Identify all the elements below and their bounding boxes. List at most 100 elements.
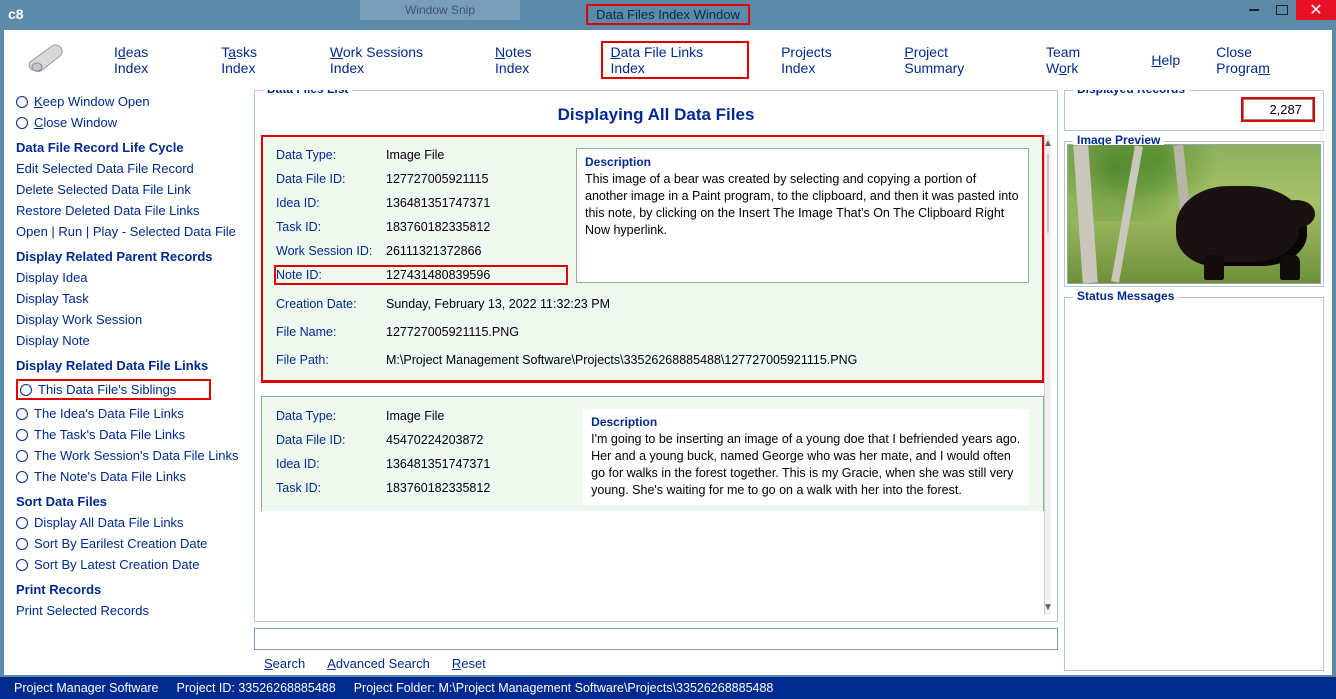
- field-value: M:\Project Management Software\Projects\…: [386, 353, 1029, 367]
- field-label: Note ID:: [276, 268, 386, 282]
- displayed-records-group: Displayed Records 2,287: [1064, 90, 1324, 131]
- related-radio-2[interactable]: The Task's Data File Links: [16, 427, 244, 442]
- radio-icon: [16, 559, 28, 571]
- field-value: 136481351747371: [386, 196, 566, 210]
- menu-item-6[interactable]: Project Summary: [900, 42, 1014, 78]
- main-menu: Ideas Index Tasks Index Work Sessions Inde…: [4, 30, 1332, 90]
- status-messages-legend: Status Messages: [1073, 289, 1178, 303]
- window-title: Data Files Index Window: [586, 4, 750, 25]
- radio-icon: [16, 96, 28, 108]
- field-label: Data Type:: [276, 148, 386, 162]
- field-label: File Name:: [276, 325, 386, 339]
- image-preview: [1067, 144, 1321, 284]
- field-value: 183760182335812: [386, 220, 566, 234]
- menu-item-0[interactable]: Ideas Index: [110, 42, 189, 78]
- left-sidebar: Keep Window Open Close Window Data File R…: [16, 90, 248, 671]
- field-label: Data File ID:: [276, 172, 386, 186]
- menu-item-1[interactable]: Tasks Index: [217, 42, 298, 78]
- field-label: Work Session ID:: [276, 244, 386, 258]
- workspace: Ideas Index Tasks Index Work Sessions Inde…: [4, 30, 1332, 675]
- lifecycle-link-3[interactable]: Open | Run | Play - Selected Data File: [16, 224, 244, 239]
- scroll-up-icon[interactable]: ▲: [1045, 135, 1051, 151]
- print-link-0[interactable]: Print Selected Records: [16, 603, 244, 618]
- menu-item-3[interactable]: Notes Index: [491, 42, 573, 78]
- lifecycle-link-2[interactable]: Restore Deleted Data File Links: [16, 203, 244, 218]
- radio-icon: [16, 471, 28, 483]
- menu-item-8[interactable]: Help: [1147, 50, 1184, 70]
- displayed-records-legend: Displayed Records: [1073, 90, 1189, 96]
- scroll-down-icon[interactable]: ▼: [1045, 599, 1051, 615]
- field-value: Image File: [386, 148, 566, 162]
- parent-link-0[interactable]: Display Idea: [16, 270, 244, 285]
- menu-item-7[interactable]: Team Work: [1042, 42, 1119, 78]
- lifecycle-link-0[interactable]: Edit Selected Data File Record: [16, 161, 244, 176]
- vertical-scrollbar[interactable]: ▲ ▼: [1044, 135, 1051, 615]
- close-button[interactable]: ✕: [1296, 0, 1336, 20]
- menu-item-2[interactable]: Work Sessions Index: [326, 42, 463, 78]
- record-0[interactable]: Data Type:Image FileData File ID:1277270…: [261, 135, 1044, 382]
- statusbar-project-id: Project ID: 33526268885488: [177, 681, 336, 695]
- bear-image-placeholder: [1068, 145, 1320, 283]
- heading-related-links: Display Related Data File Links: [16, 358, 244, 373]
- app-glyph-icon: c8: [8, 6, 24, 22]
- field-value: 183760182335812: [386, 481, 573, 495]
- record-1[interactable]: Data Type:Image FileData File ID:4547022…: [261, 396, 1044, 511]
- records-container: Data Type:Image FileData File ID:1277270…: [261, 135, 1044, 615]
- description-text: I'm going to be inserting an image of a …: [591, 431, 1021, 499]
- field-label: Task ID:: [276, 481, 386, 495]
- sort-radio-1[interactable]: Sort By Earilest Creation Date: [16, 536, 244, 551]
- field-value: Sunday, February 13, 2022 11:32:23 PM: [386, 297, 1029, 311]
- field-value: 127727005921115: [386, 172, 566, 186]
- status-messages-group: Status Messages: [1064, 297, 1324, 671]
- sort-radio-2[interactable]: Sort By Latest Creation Date: [16, 557, 244, 572]
- description-label: Description: [591, 415, 1021, 429]
- background-snip-button: Window Snip: [360, 0, 520, 20]
- window-radio-0[interactable]: Keep Window Open: [16, 94, 244, 109]
- menu-item-9[interactable]: Close Program: [1212, 42, 1312, 78]
- field-value: 127727005921115.PNG: [386, 325, 1029, 339]
- parent-link-3[interactable]: Display Note: [16, 333, 244, 348]
- description-text: This image of a bear was created by sele…: [585, 171, 1020, 239]
- heading-lifecycle: Data File Record Life Cycle: [16, 140, 244, 155]
- menu-item-4[interactable]: Data File Links Index: [601, 41, 750, 79]
- field-label: Idea ID:: [276, 457, 386, 471]
- heading-print: Print Records: [16, 582, 244, 597]
- field-value: 45470224203872: [386, 433, 573, 447]
- list-title: Displaying All Data Files: [261, 105, 1051, 125]
- window-controls: ✕: [1240, 0, 1336, 20]
- related-radio-1[interactable]: The Idea's Data File Links: [16, 406, 244, 421]
- field-value: 26111321372866: [386, 244, 566, 258]
- field-value: 127431480839596: [386, 268, 566, 282]
- related-radio-4[interactable]: The Note's Data File Links: [16, 469, 244, 484]
- heading-sort: Sort Data Files: [16, 494, 244, 509]
- search-links: Search Advanced Search Reset: [254, 656, 1058, 671]
- parent-link-2[interactable]: Display Work Session: [16, 312, 244, 327]
- displayed-records-value: 2,287: [1243, 99, 1313, 120]
- heading-parents: Display Related Parent Records: [16, 249, 244, 264]
- field-value: 136481351747371: [386, 457, 573, 471]
- window-radio-1[interactable]: Close Window: [16, 115, 244, 130]
- data-files-list-legend: Data Files List: [263, 90, 352, 96]
- scroll-thumb[interactable]: [1047, 153, 1049, 233]
- search-input[interactable]: [254, 628, 1058, 650]
- maximize-button[interactable]: [1268, 0, 1296, 20]
- related-radio-0[interactable]: This Data File's Siblings: [16, 379, 211, 400]
- parent-link-1[interactable]: Display Task: [16, 291, 244, 306]
- field-label: Data Type:: [276, 409, 386, 423]
- lifecycle-link-1[interactable]: Delete Selected Data File Link: [16, 182, 244, 197]
- search-link-2[interactable]: Reset: [452, 656, 486, 671]
- field-label: Creation Date:: [276, 297, 386, 311]
- sort-radio-0[interactable]: Display All Data File Links: [16, 515, 244, 530]
- menu-item-5[interactable]: Projects Index: [777, 42, 872, 78]
- right-column: Displayed Records 2,287 Image Preview: [1064, 90, 1324, 671]
- image-preview-group: Image Preview: [1064, 141, 1324, 287]
- minimize-button[interactable]: [1240, 0, 1268, 20]
- search-link-0[interactable]: Search: [264, 656, 305, 671]
- search-row: [254, 628, 1058, 650]
- related-radio-3[interactable]: The Work Session's Data File Links: [16, 448, 244, 463]
- radio-icon: [16, 538, 28, 550]
- search-link-1[interactable]: Advanced Search: [327, 656, 430, 671]
- radio-icon: [16, 408, 28, 420]
- app-logo-icon: [24, 40, 72, 80]
- statusbar-app: Project Manager Software: [14, 681, 159, 695]
